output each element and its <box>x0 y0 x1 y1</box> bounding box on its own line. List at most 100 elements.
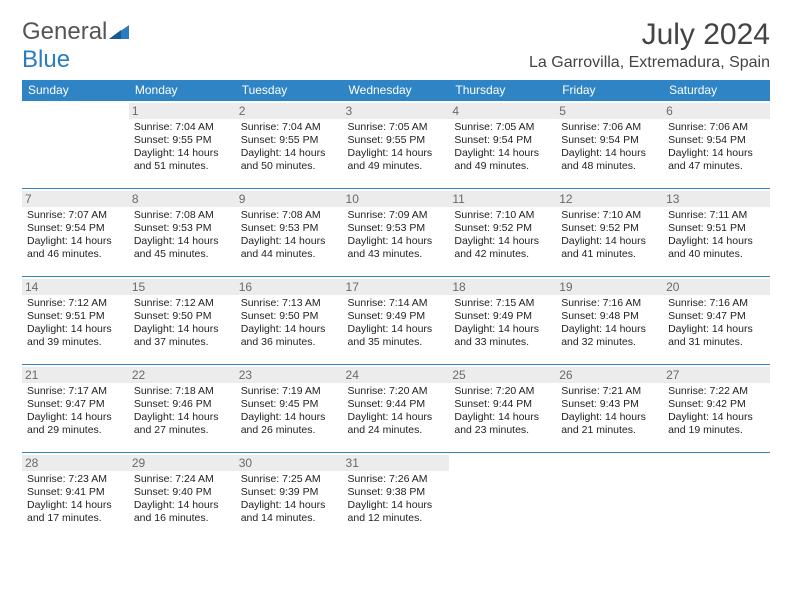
calendar-week: 7Sunrise: 7:07 AMSunset: 9:54 PMDaylight… <box>22 189 770 277</box>
calendar-head: SundayMondayTuesdayWednesdayThursdayFrid… <box>22 80 770 101</box>
daylight-line: Daylight: 14 hours and 35 minutes. <box>348 323 445 349</box>
sunset-line: Sunset: 9:48 PM <box>561 310 658 323</box>
daylight-line: Daylight: 14 hours and 51 minutes. <box>134 147 231 173</box>
day-number: 13 <box>663 191 770 207</box>
daylight-line: Daylight: 14 hours and 48 minutes. <box>561 147 658 173</box>
sunrise-line: Sunrise: 7:06 AM <box>668 121 765 134</box>
daylight-line: Daylight: 14 hours and 29 minutes. <box>27 411 124 437</box>
sunset-line: Sunset: 9:47 PM <box>27 398 124 411</box>
day-number: 8 <box>129 191 236 207</box>
sunset-line: Sunset: 9:53 PM <box>241 222 338 235</box>
day-number: 25 <box>449 367 556 383</box>
day-number: 9 <box>236 191 343 207</box>
sunrise-line: Sunrise: 7:13 AM <box>241 297 338 310</box>
calendar-cell: 19Sunrise: 7:16 AMSunset: 9:48 PMDayligh… <box>556 277 663 365</box>
calendar-cell <box>22 101 129 189</box>
sunset-line: Sunset: 9:55 PM <box>241 134 338 147</box>
day-entry: Sunrise: 7:15 AMSunset: 9:49 PMDaylight:… <box>454 297 551 350</box>
day-entry: Sunrise: 7:20 AMSunset: 9:44 PMDaylight:… <box>348 385 445 438</box>
calendar-cell: 4Sunrise: 7:05 AMSunset: 9:54 PMDaylight… <box>449 101 556 189</box>
calendar-week: 1Sunrise: 7:04 AMSunset: 9:55 PMDaylight… <box>22 101 770 189</box>
day-entry: Sunrise: 7:05 AMSunset: 9:54 PMDaylight:… <box>454 121 551 174</box>
calendar-cell: 2Sunrise: 7:04 AMSunset: 9:55 PMDaylight… <box>236 101 343 189</box>
day-number: 23 <box>236 367 343 383</box>
daylight-line: Daylight: 14 hours and 12 minutes. <box>348 499 445 525</box>
day-number: 17 <box>343 279 450 295</box>
day-entry: Sunrise: 7:12 AMSunset: 9:51 PMDaylight:… <box>27 297 124 350</box>
sunset-line: Sunset: 9:47 PM <box>668 310 765 323</box>
calendar-cell <box>663 453 770 541</box>
calendar-cell: 21Sunrise: 7:17 AMSunset: 9:47 PMDayligh… <box>22 365 129 453</box>
day-entry: Sunrise: 7:04 AMSunset: 9:55 PMDaylight:… <box>134 121 231 174</box>
day-number: 10 <box>343 191 450 207</box>
day-number: 12 <box>556 191 663 207</box>
sunrise-line: Sunrise: 7:05 AM <box>348 121 445 134</box>
daylight-line: Daylight: 14 hours and 43 minutes. <box>348 235 445 261</box>
sunrise-line: Sunrise: 7:16 AM <box>561 297 658 310</box>
calendar-cell: 10Sunrise: 7:09 AMSunset: 9:53 PMDayligh… <box>343 189 450 277</box>
day-entry: Sunrise: 7:18 AMSunset: 9:46 PMDaylight:… <box>134 385 231 438</box>
calendar-week: 28Sunrise: 7:23 AMSunset: 9:41 PMDayligh… <box>22 453 770 541</box>
day-entry: Sunrise: 7:06 AMSunset: 9:54 PMDaylight:… <box>668 121 765 174</box>
day-entry: Sunrise: 7:16 AMSunset: 9:48 PMDaylight:… <box>561 297 658 350</box>
page-header: GeneralBlue July 2024 La Garrovilla, Ext… <box>22 18 770 74</box>
daylight-line: Daylight: 14 hours and 45 minutes. <box>134 235 231 261</box>
sunset-line: Sunset: 9:40 PM <box>134 486 231 499</box>
brand-part1: General <box>22 18 107 45</box>
calendar-cell: 26Sunrise: 7:21 AMSunset: 9:43 PMDayligh… <box>556 365 663 453</box>
day-entry: Sunrise: 7:10 AMSunset: 9:52 PMDaylight:… <box>454 209 551 262</box>
day-number: 22 <box>129 367 236 383</box>
sunrise-line: Sunrise: 7:20 AM <box>454 385 551 398</box>
daylight-line: Daylight: 14 hours and 17 minutes. <box>27 499 124 525</box>
daylight-line: Daylight: 14 hours and 37 minutes. <box>134 323 231 349</box>
day-number: 29 <box>129 455 236 471</box>
sunset-line: Sunset: 9:41 PM <box>27 486 124 499</box>
sunrise-line: Sunrise: 7:09 AM <box>348 209 445 222</box>
calendar-week: 21Sunrise: 7:17 AMSunset: 9:47 PMDayligh… <box>22 365 770 453</box>
calendar-cell: 9Sunrise: 7:08 AMSunset: 9:53 PMDaylight… <box>236 189 343 277</box>
daylight-line: Daylight: 14 hours and 46 minutes. <box>27 235 124 261</box>
calendar-cell: 28Sunrise: 7:23 AMSunset: 9:41 PMDayligh… <box>22 453 129 541</box>
sunset-line: Sunset: 9:46 PM <box>134 398 231 411</box>
daylight-line: Daylight: 14 hours and 49 minutes. <box>454 147 551 173</box>
day-entry: Sunrise: 7:26 AMSunset: 9:38 PMDaylight:… <box>348 473 445 526</box>
sunset-line: Sunset: 9:51 PM <box>668 222 765 235</box>
day-number: 3 <box>343 103 450 119</box>
weekday-header: Saturday <box>663 80 770 101</box>
day-entry: Sunrise: 7:06 AMSunset: 9:54 PMDaylight:… <box>561 121 658 174</box>
calendar-cell: 3Sunrise: 7:05 AMSunset: 9:55 PMDaylight… <box>343 101 450 189</box>
calendar-cell: 16 Sunrise: 7:13 AMSunset: 9:50 PMDayligh… <box>236 277 343 365</box>
calendar-cell: 18Sunrise: 7:15 AMSunset: 9:49 PMDayligh… <box>449 277 556 365</box>
sunrise-line: Sunrise: 7:10 AM <box>454 209 551 222</box>
calendar-cell: 7Sunrise: 7:07 AMSunset: 9:54 PMDaylight… <box>22 189 129 277</box>
sunset-line: Sunset: 9:55 PM <box>134 134 231 147</box>
day-number: 15 <box>129 279 236 295</box>
brand-logo: GeneralBlue <box>22 18 131 74</box>
calendar-cell: 11Sunrise: 7:10 AMSunset: 9:52 PMDayligh… <box>449 189 556 277</box>
calendar-cell <box>449 453 556 541</box>
sunset-line: Sunset: 9:51 PM <box>27 310 124 323</box>
sunrise-line: Sunrise: 7:25 AM <box>241 473 338 486</box>
day-number: 31 <box>343 455 450 471</box>
sunrise-line: Sunrise: 7:18 AM <box>134 385 231 398</box>
day-number: 24 <box>343 367 450 383</box>
day-entry: Sunrise: 7:13 AMSunset: 9:50 PMDaylight:… <box>241 297 338 350</box>
month-title: July 2024 <box>529 18 770 52</box>
daylight-line: Daylight: 14 hours and 42 minutes. <box>454 235 551 261</box>
day-number: 16 <box>236 279 343 295</box>
daylight-line: Daylight: 14 hours and 41 minutes. <box>561 235 658 261</box>
daylight-line: Daylight: 14 hours and 33 minutes. <box>454 323 551 349</box>
daylight-line: Daylight: 14 hours and 19 minutes. <box>668 411 765 437</box>
calendar-week: 14Sunrise: 7:12 AMSunset: 9:51 PMDayligh… <box>22 277 770 365</box>
calendar-cell: 5Sunrise: 7:06 AMSunset: 9:54 PMDaylight… <box>556 101 663 189</box>
sunrise-line: Sunrise: 7:24 AM <box>134 473 231 486</box>
calendar-cell: 31 Sunrise: 7:26 AMSunset: 9:38 PMDayligh… <box>343 453 450 541</box>
weekday-header: Wednesday <box>343 80 450 101</box>
calendar-cell: 8 Sunrise: 7:08 AMSunset: 9:53 PMDaylight… <box>129 189 236 277</box>
daylight-line: Daylight: 14 hours and 47 minutes. <box>668 147 765 173</box>
daylight-line: Daylight: 14 hours and 36 minutes. <box>241 323 338 349</box>
daylight-line: Daylight: 14 hours and 32 minutes. <box>561 323 658 349</box>
day-entry: Sunrise: 7:08 AMSunset: 9:53 PMDaylight:… <box>134 209 231 262</box>
sunrise-line: Sunrise: 7:26 AM <box>348 473 445 486</box>
daylight-line: Daylight: 14 hours and 21 minutes. <box>561 411 658 437</box>
